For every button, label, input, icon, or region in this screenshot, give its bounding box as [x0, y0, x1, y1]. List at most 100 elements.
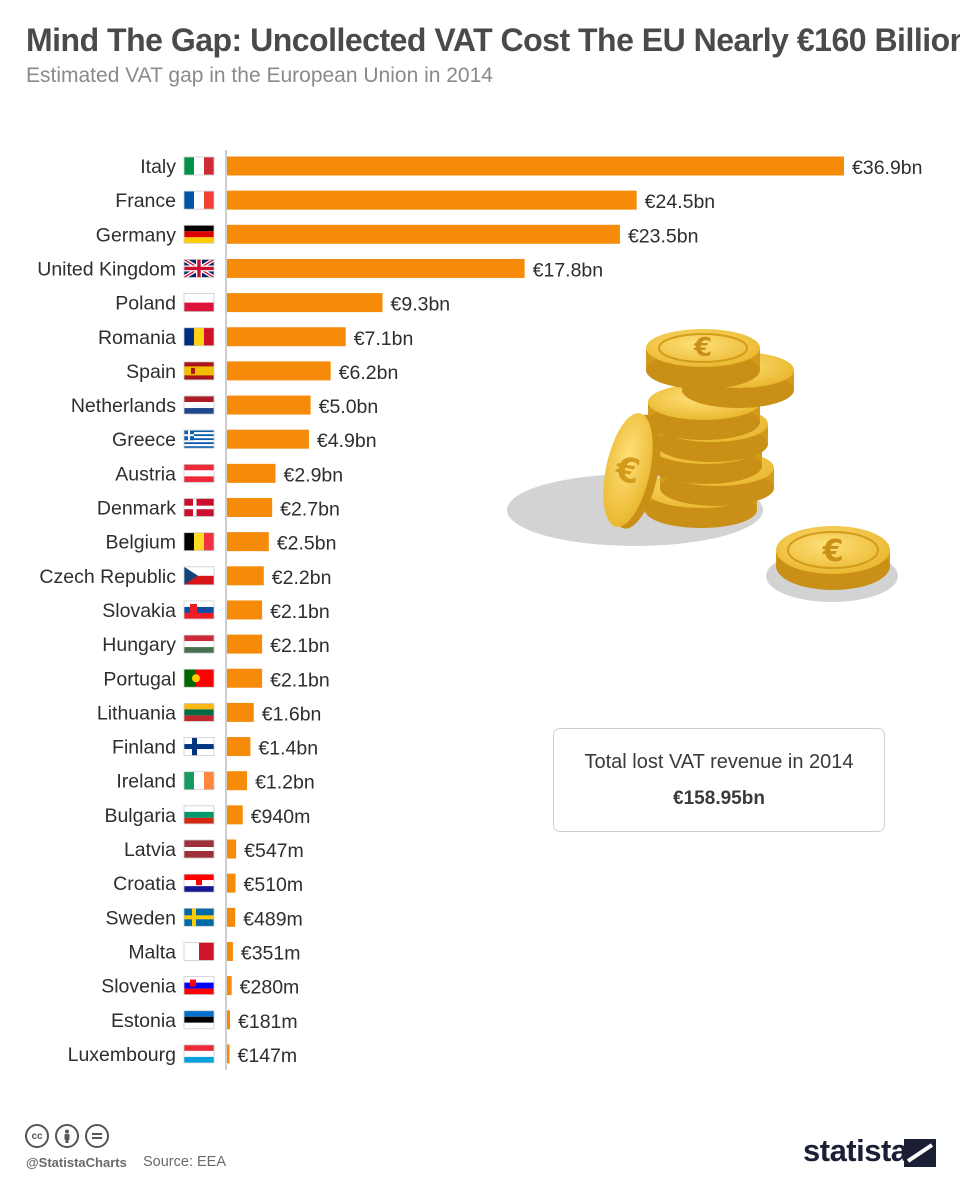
- statista-logo: statista: [803, 1133, 908, 1168]
- category-label: Austria: [115, 463, 176, 485]
- bar-portugal: [227, 668, 263, 688]
- bar-czech-republic: [227, 566, 264, 586]
- flag-fi-icon: [183, 737, 215, 756]
- by-icon: [55, 1124, 79, 1148]
- total-summary-box: Total lost VAT revenue in 2014 €158.95bn: [553, 728, 885, 832]
- value-label: €24.5bn: [645, 191, 716, 213]
- category-label: Portugal: [103, 668, 176, 690]
- category-label: Denmark: [97, 498, 176, 520]
- cc-icon: cc: [25, 1124, 49, 1148]
- flag-fr-icon: [183, 190, 215, 210]
- flag-lu-icon: [183, 1044, 215, 1064]
- category-label: Estonia: [111, 1010, 176, 1032]
- category-label: Ireland: [116, 771, 176, 793]
- chart-subtitle: Estimated VAT gap in the European Union …: [26, 64, 493, 87]
- bar-croatia: [227, 873, 236, 893]
- bar-belgium: [227, 532, 269, 552]
- value-label: €7.1bn: [354, 328, 414, 350]
- flag-lv-icon: [183, 839, 215, 859]
- bar-luxembourg: [227, 1044, 230, 1064]
- bar-bulgaria: [227, 805, 243, 825]
- bar-spain: [227, 361, 331, 381]
- bar-sweden: [227, 907, 236, 927]
- value-label: €147m: [238, 1045, 298, 1067]
- flag-mt-icon: [183, 942, 215, 961]
- value-label: €2.1bn: [270, 669, 330, 691]
- bar-latvia: [227, 839, 237, 859]
- flag-cz-icon: [183, 566, 215, 586]
- value-label: €547m: [244, 840, 304, 862]
- flag-ee-icon: [183, 1010, 215, 1030]
- value-label: €489m: [243, 908, 303, 930]
- bar-estonia: [227, 1010, 231, 1030]
- value-label: €2.5bn: [277, 533, 337, 555]
- category-label: Lithuania: [97, 702, 176, 724]
- flag-nl-icon: [183, 395, 215, 415]
- total-value: €158.95bn: [673, 788, 765, 809]
- svg-text:€: €: [822, 534, 844, 569]
- flag-it-icon: [183, 156, 215, 176]
- category-label: Greece: [112, 429, 176, 451]
- flag-sk-icon: [183, 600, 215, 620]
- category-label: Slovenia: [101, 976, 176, 998]
- value-label: €36.9bn: [852, 157, 923, 179]
- bar-poland: [227, 293, 383, 313]
- flag-hu-icon: [183, 634, 215, 654]
- flag-si-icon: [183, 976, 215, 995]
- bar-lithuania: [227, 702, 254, 722]
- flag-se-icon: [183, 907, 215, 927]
- total-label: Total lost VAT revenue in 2014: [584, 751, 854, 773]
- bar-slovakia: [227, 600, 263, 620]
- bar-hungary: [227, 634, 263, 654]
- value-label: €17.8bn: [533, 259, 604, 281]
- category-label: Malta: [128, 941, 176, 963]
- value-label: €510m: [244, 874, 304, 896]
- bar-greece: [227, 429, 309, 449]
- value-label: €2.1bn: [270, 601, 330, 623]
- value-label: €181m: [238, 1011, 298, 1033]
- category-label: France: [115, 190, 176, 212]
- category-label: Croatia: [113, 873, 176, 895]
- nd-icon: [85, 1124, 109, 1148]
- flag-be-icon: [183, 532, 215, 552]
- bar-finland: [227, 737, 251, 757]
- category-label: United Kingdom: [37, 258, 176, 280]
- bar-netherlands: [227, 395, 311, 415]
- bar-ireland: [227, 771, 248, 791]
- category-label: Germany: [96, 224, 176, 246]
- license-icons: cc: [25, 1124, 109, 1148]
- value-label: €6.2bn: [339, 362, 399, 384]
- flag-es-icon: [183, 361, 215, 381]
- bar-chart: Italy €36.9bn France €24.5bn Germany €23.5bn U…: [37, 150, 923, 1070]
- category-label: Latvia: [124, 839, 176, 861]
- bar-romania: [227, 327, 346, 347]
- value-label: €1.6bn: [262, 703, 322, 725]
- statista-logo-mark: [904, 1139, 936, 1167]
- category-label: Italy: [140, 156, 176, 178]
- bar-slovenia: [227, 976, 232, 996]
- flag-gr-icon: [183, 429, 215, 449]
- flag-pl-icon: [183, 293, 215, 313]
- value-label: €23.5bn: [628, 225, 699, 247]
- flag-hr-icon: [183, 873, 215, 893]
- flag-gb-icon: [182, 257, 216, 280]
- bar-malta: [227, 941, 233, 961]
- category-label: Poland: [115, 293, 176, 315]
- bar-italy: [227, 156, 844, 176]
- svg-text:€: €: [693, 333, 712, 363]
- value-label: €2.1bn: [270, 635, 330, 657]
- category-label: Slovakia: [102, 600, 176, 622]
- category-label: Spain: [126, 361, 176, 383]
- value-label: €940m: [251, 806, 311, 828]
- bar-united-kingdom: [227, 258, 525, 278]
- flag-de-icon: [183, 224, 215, 244]
- value-label: €280m: [240, 977, 300, 999]
- category-label: Luxembourg: [68, 1044, 176, 1066]
- bar-austria: [227, 463, 276, 483]
- value-label: €4.9bn: [317, 430, 377, 452]
- value-label: €2.9bn: [283, 464, 343, 486]
- bar-denmark: [227, 498, 273, 517]
- euro-coins-icon: € € €: [507, 329, 898, 602]
- bar-france: [227, 190, 637, 210]
- category-label: Romania: [98, 327, 176, 349]
